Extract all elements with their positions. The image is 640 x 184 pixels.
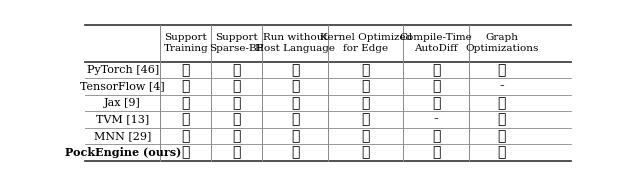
Text: ✓: ✓ bbox=[497, 113, 506, 127]
Text: ✓: ✓ bbox=[182, 79, 190, 93]
Text: Kernel Optimized
for Edge: Kernel Optimized for Edge bbox=[319, 33, 412, 53]
Text: ✗: ✗ bbox=[432, 79, 440, 93]
Text: ✓: ✓ bbox=[291, 113, 300, 127]
Text: ✗: ✗ bbox=[432, 63, 440, 77]
Text: ✗: ✗ bbox=[432, 96, 440, 110]
Text: ✓: ✓ bbox=[291, 146, 300, 160]
Text: Support
Sparse-BP: Support Sparse-BP bbox=[210, 33, 264, 53]
Text: ✗: ✗ bbox=[497, 63, 506, 77]
Text: ✗: ✗ bbox=[233, 96, 241, 110]
Text: PockEngine (ours): PockEngine (ours) bbox=[65, 147, 180, 158]
Text: ✗: ✗ bbox=[291, 63, 300, 77]
Text: Run without
Host Language: Run without Host Language bbox=[255, 33, 335, 53]
Text: ✗: ✗ bbox=[362, 79, 370, 93]
Text: Support
Training: Support Training bbox=[163, 33, 208, 53]
Text: TVM [13]: TVM [13] bbox=[96, 115, 149, 125]
Text: PyTorch [46]: PyTorch [46] bbox=[86, 65, 159, 75]
Text: ✓: ✓ bbox=[362, 146, 370, 160]
Text: ✗: ✗ bbox=[497, 129, 506, 143]
Text: ✗: ✗ bbox=[182, 113, 190, 127]
Text: ✗: ✗ bbox=[233, 113, 241, 127]
Text: ✓: ✓ bbox=[362, 129, 370, 143]
Text: ✗: ✗ bbox=[233, 63, 241, 77]
Text: ✓: ✓ bbox=[182, 129, 190, 143]
Text: ✗: ✗ bbox=[233, 79, 241, 93]
Text: -: - bbox=[499, 79, 504, 93]
Text: ✓: ✓ bbox=[182, 96, 190, 110]
Text: ✓: ✓ bbox=[182, 63, 190, 77]
Text: ✓: ✓ bbox=[291, 129, 300, 143]
Text: MNN [29]: MNN [29] bbox=[94, 131, 151, 141]
Text: ✗: ✗ bbox=[362, 63, 370, 77]
Text: ✓: ✓ bbox=[497, 146, 506, 160]
Text: Compile-Time
AutoDiff: Compile-Time AutoDiff bbox=[400, 33, 472, 53]
Text: -: - bbox=[434, 113, 438, 127]
Text: ✗: ✗ bbox=[362, 96, 370, 110]
Text: TensorFlow [4]: TensorFlow [4] bbox=[80, 82, 165, 91]
Text: ✓: ✓ bbox=[233, 146, 241, 160]
Text: Graph
Optimizations: Graph Optimizations bbox=[465, 33, 538, 53]
Text: ✗: ✗ bbox=[233, 129, 241, 143]
Text: ✗: ✗ bbox=[497, 96, 506, 110]
Text: ✓: ✓ bbox=[432, 146, 440, 160]
Text: Jax [9]: Jax [9] bbox=[104, 98, 141, 108]
Text: ✓: ✓ bbox=[362, 113, 370, 127]
Text: ✗: ✗ bbox=[432, 129, 440, 143]
Text: ✗: ✗ bbox=[291, 96, 300, 110]
Text: ✓: ✓ bbox=[182, 146, 190, 160]
Text: ✗: ✗ bbox=[291, 79, 300, 93]
